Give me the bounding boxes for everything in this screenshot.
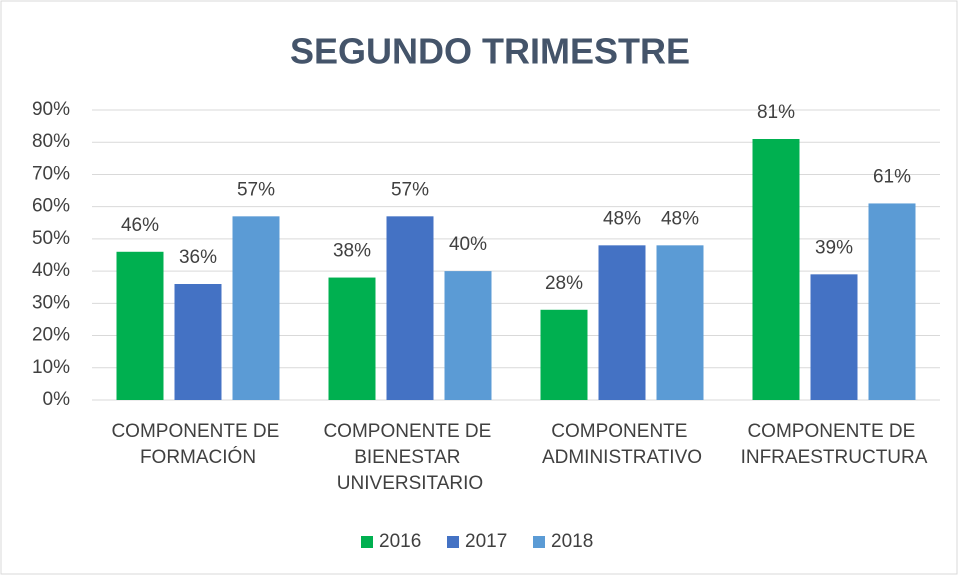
y-tick-label: 40% <box>32 260 70 281</box>
y-tick-label: 70% <box>32 163 70 184</box>
value-label: 48% <box>661 208 699 229</box>
bar <box>868 203 916 400</box>
value-label: 57% <box>391 179 429 200</box>
legend-label: 2018 <box>551 531 593 552</box>
y-tick-label: 50% <box>32 228 70 249</box>
value-label: 61% <box>873 166 911 187</box>
legend-label: 2017 <box>465 531 507 552</box>
bar <box>444 271 492 400</box>
chart-title: SEGUNDO TRIMESTRE <box>290 31 690 72</box>
value-label: 36% <box>179 247 217 268</box>
bar <box>598 245 646 400</box>
bar <box>656 245 704 400</box>
bar <box>328 277 376 400</box>
y-tick-label: 10% <box>32 357 70 378</box>
legend-swatch <box>361 536 373 548</box>
y-tick-label: 20% <box>32 325 70 346</box>
y-tick-label: 90% <box>32 99 70 120</box>
bar <box>232 216 280 400</box>
y-tick-label: 0% <box>43 389 71 410</box>
value-label: 48% <box>603 208 641 229</box>
legend-swatch <box>533 536 545 548</box>
bar <box>810 274 858 400</box>
value-label: 38% <box>333 241 371 262</box>
value-label: 40% <box>449 234 487 255</box>
bar <box>174 284 222 400</box>
value-label: 39% <box>815 237 853 258</box>
x-tick-label: COMPONENTE ADMINISTRATIVO <box>542 421 702 468</box>
value-label: 81% <box>757 102 795 123</box>
bar <box>386 216 434 400</box>
bar <box>752 139 800 400</box>
legend-label: 2016 <box>379 531 421 552</box>
bar <box>540 309 588 400</box>
value-label: 46% <box>121 215 159 236</box>
x-tick-label: COMPONENTE DE INFRAESTRUCTURA <box>741 421 928 468</box>
value-label: 57% <box>237 179 275 200</box>
legend-swatch <box>447 536 459 548</box>
value-label: 28% <box>545 273 583 294</box>
y-tick-label: 60% <box>32 196 70 217</box>
y-tick-label: 30% <box>32 292 70 313</box>
y-tick-label: 80% <box>32 131 70 152</box>
x-tick-label: COMPONENTE DE FORMACIÓN <box>111 421 284 468</box>
bar <box>116 251 164 400</box>
x-tick-label: COMPONENTE DE BIENESTAR UNIVERSITARIO <box>323 421 496 494</box>
